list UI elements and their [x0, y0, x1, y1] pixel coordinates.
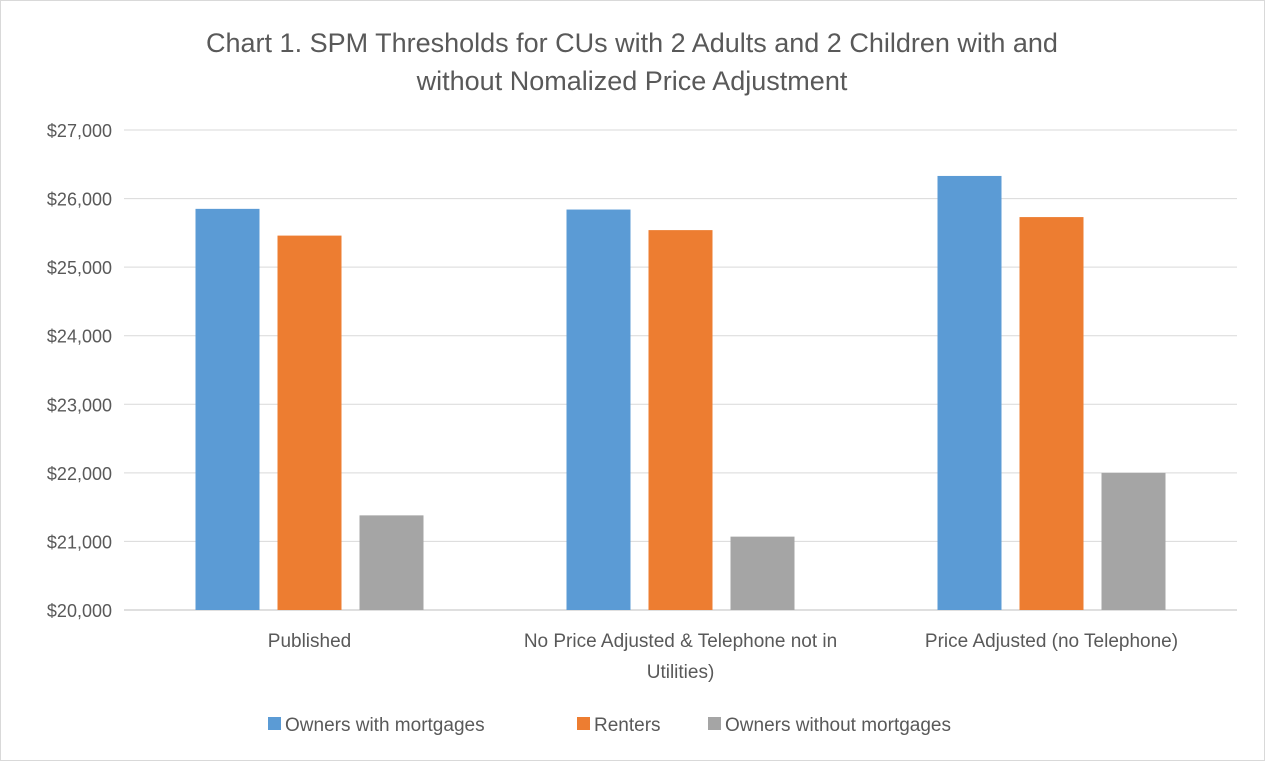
x-category-label: Utilities) [647, 662, 715, 683]
chart-title-line-1: Chart 1. SPM Thresholds for CUs with 2 A… [206, 28, 1058, 58]
bar [937, 175, 1002, 610]
y-tick-label: $26,000 [47, 190, 112, 210]
chart-title-line-2: without Nomalized Price Adjustment [416, 66, 848, 96]
y-tick-label: $25,000 [47, 258, 112, 278]
y-tick-label: $23,000 [47, 395, 112, 415]
bar [359, 515, 424, 610]
legend-label: Renters [594, 715, 661, 736]
y-axis-tick-labels: $20,000 $21,000 $22,000 $23,000 $24,000 $25,0… [47, 121, 112, 621]
legend: Owners with mortgages Renters Owners witho… [268, 715, 951, 736]
bar [1101, 472, 1166, 610]
chart-title: Chart 1. SPM Thresholds for CUs with 2 A… [206, 28, 1058, 96]
y-tick-label: $27,000 [47, 121, 112, 141]
x-category-label: Price Adjusted (no Telephone) [925, 631, 1178, 652]
bar [566, 209, 631, 611]
y-tick-label: $21,000 [47, 532, 112, 552]
x-axis-category-labels: Published No Price Adjusted & Telephone n… [268, 631, 1178, 683]
y-tick-label: $24,000 [47, 327, 112, 347]
bars [195, 175, 1166, 611]
legend-swatch [577, 717, 590, 730]
y-tick-label: $20,000 [47, 601, 112, 621]
bar [648, 230, 713, 610]
bar [195, 208, 260, 610]
bar [730, 536, 795, 610]
legend-swatch [268, 717, 281, 730]
x-category-label: Published [268, 631, 351, 652]
bar [277, 235, 342, 610]
x-category-label: No Price Adjusted & Telephone not in [524, 631, 837, 652]
bar [1019, 217, 1084, 611]
y-tick-label: $22,000 [47, 464, 112, 484]
legend-label: Owners with mortgages [285, 715, 485, 736]
legend-swatch [708, 717, 721, 730]
legend-label: Owners without mortgages [725, 715, 951, 736]
